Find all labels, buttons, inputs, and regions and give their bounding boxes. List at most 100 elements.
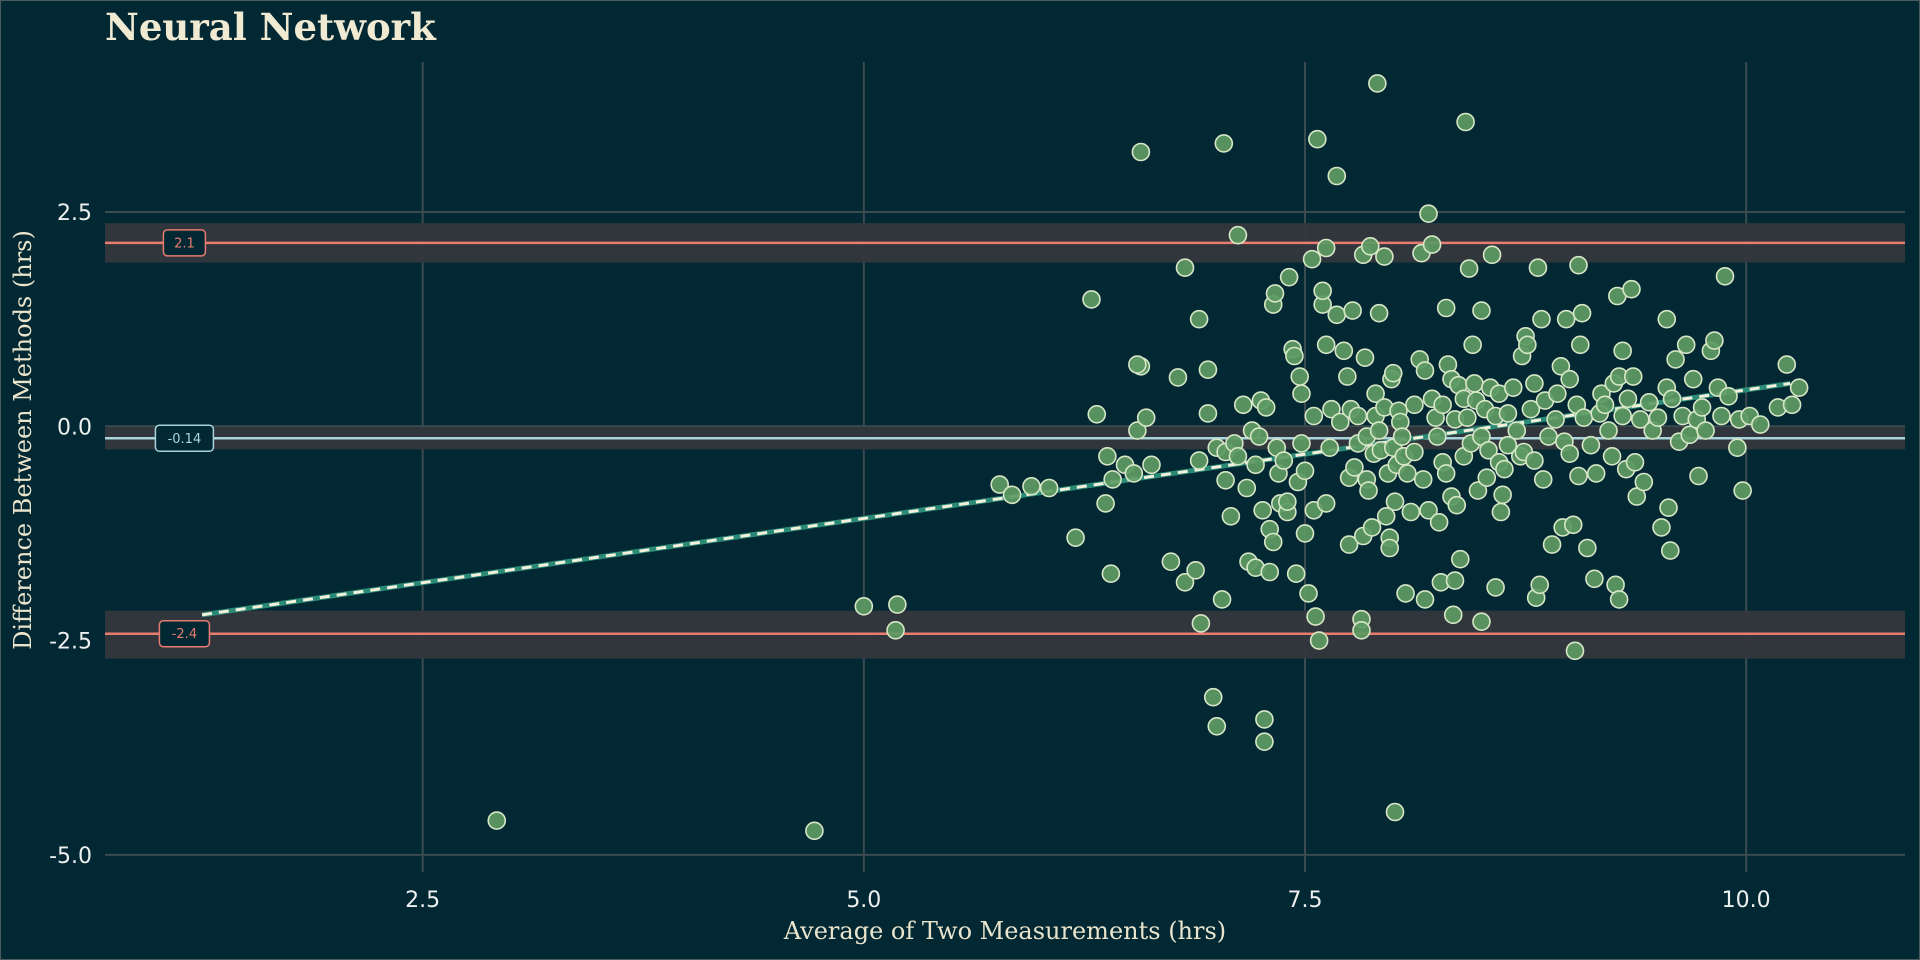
data-point (1198, 360, 1218, 380)
data-point (1630, 410, 1650, 429)
data-point (1532, 309, 1551, 329)
data-point (1022, 476, 1041, 496)
data-point (1198, 404, 1218, 423)
data-point (1477, 468, 1497, 488)
data-point (1101, 564, 1121, 584)
x-axis-title: Average of Two Measurements (hrs) (783, 917, 1226, 945)
data-point (1472, 301, 1491, 320)
data-point (1207, 716, 1227, 736)
data-point (1401, 502, 1421, 522)
data-point (1292, 434, 1311, 453)
data-point (1360, 236, 1380, 256)
data-point (1413, 470, 1433, 489)
data-point (1345, 458, 1364, 477)
bias-label: -0.14 (154, 424, 215, 453)
trend-line-dashes (201, 381, 1791, 617)
data-point (1168, 368, 1188, 387)
data-point (1551, 356, 1571, 376)
data-point (1719, 386, 1738, 406)
data-point (1136, 408, 1156, 428)
data-point (1609, 590, 1629, 609)
data-point (1696, 421, 1715, 440)
data-point (1255, 710, 1274, 729)
data-point (1278, 492, 1297, 512)
data-point (1569, 466, 1588, 486)
data-point (1436, 298, 1456, 318)
data-point (1692, 398, 1712, 417)
data-point (1366, 384, 1385, 404)
data-point (1542, 535, 1562, 554)
data-point (1422, 235, 1442, 254)
data-point (1189, 309, 1209, 329)
data-point (1309, 631, 1329, 650)
data-point (1728, 438, 1747, 458)
data-point (1782, 395, 1802, 415)
data-point (1546, 410, 1565, 429)
data-points (487, 74, 1809, 841)
data-point (1405, 442, 1424, 462)
data-point (888, 595, 907, 614)
data-point (1560, 369, 1580, 389)
x-tick-label: 7.5 (1288, 888, 1323, 913)
data-point (990, 475, 1010, 494)
data-point (886, 620, 905, 640)
data-point (1228, 225, 1248, 245)
data-point (1087, 404, 1107, 424)
data-point (1368, 74, 1387, 93)
trend-line (201, 380, 1791, 618)
data-point (1279, 267, 1299, 287)
data-point (1518, 335, 1537, 355)
data-point (1525, 374, 1544, 393)
data-point (1521, 399, 1541, 419)
data-point (1415, 361, 1435, 380)
data-point (1569, 255, 1588, 275)
data-point (1338, 367, 1357, 386)
data-point (1459, 259, 1479, 278)
data-point (1595, 395, 1615, 415)
data-point (1375, 247, 1394, 266)
data-point (1255, 732, 1274, 752)
data-point (1249, 427, 1269, 446)
data-point (1445, 571, 1465, 590)
data-point (1362, 518, 1382, 537)
y-tick-label: 0.0 (57, 415, 92, 440)
data-point (1186, 560, 1205, 580)
data-point (1507, 421, 1527, 440)
data-point (1392, 427, 1412, 446)
data-point (1103, 470, 1122, 489)
data-point (1533, 470, 1553, 489)
data-point (1383, 363, 1403, 383)
data-point (1613, 406, 1632, 426)
data-point (1096, 494, 1115, 513)
data-point (1436, 464, 1456, 483)
data-point (1352, 620, 1371, 640)
data-point (1715, 266, 1735, 286)
data-point (1128, 421, 1147, 440)
data-point (1556, 309, 1576, 329)
data-point (854, 596, 874, 616)
data-point (1396, 584, 1415, 603)
data-point (1316, 494, 1336, 513)
data-point (1246, 455, 1265, 475)
data-point (1491, 502, 1511, 522)
data-point (1286, 564, 1306, 584)
data-point (1228, 446, 1248, 466)
data-point (1447, 495, 1467, 515)
upper-loa-label-text: 2.1 (174, 236, 195, 251)
upper-loa-label: 2.1 (162, 229, 207, 257)
data-point (1683, 369, 1703, 389)
data-point (1369, 303, 1389, 323)
data-point (1622, 279, 1641, 299)
data-point (1308, 129, 1327, 149)
data-point (1306, 607, 1325, 626)
data-point (1613, 341, 1632, 361)
data-point (1175, 258, 1195, 278)
data-point (805, 821, 824, 841)
data-point (1175, 572, 1195, 592)
y-axis-title: Difference Between Methods (hrs) (9, 230, 37, 650)
data-point (1482, 245, 1502, 265)
data-point (1676, 335, 1696, 355)
data-point (1327, 305, 1347, 325)
y-tick-label: -5.0 (49, 844, 92, 869)
